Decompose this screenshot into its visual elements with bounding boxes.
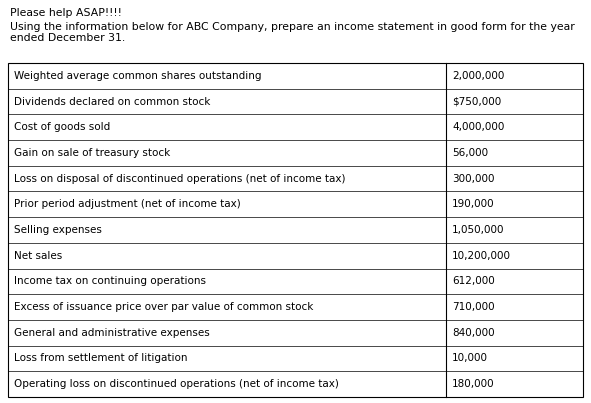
Text: 840,000: 840,000 xyxy=(452,328,495,338)
Text: 4,000,000: 4,000,000 xyxy=(452,122,504,132)
Text: Net sales: Net sales xyxy=(14,251,62,261)
Text: ended December 31.: ended December 31. xyxy=(10,33,125,43)
Text: 180,000: 180,000 xyxy=(452,379,495,389)
Text: Income tax on continuing operations: Income tax on continuing operations xyxy=(14,276,206,287)
Text: Cost of goods sold: Cost of goods sold xyxy=(14,122,111,132)
Text: 2,000,000: 2,000,000 xyxy=(452,71,504,81)
Text: $750,000: $750,000 xyxy=(452,97,501,106)
Text: 612,000: 612,000 xyxy=(452,276,495,287)
Text: Dividends declared on common stock: Dividends declared on common stock xyxy=(14,97,210,106)
Text: Loss from settlement of litigation: Loss from settlement of litigation xyxy=(14,353,187,364)
Text: Selling expenses: Selling expenses xyxy=(14,225,102,235)
Text: 1,050,000: 1,050,000 xyxy=(452,225,505,235)
Text: Loss on disposal of discontinued operations (net of income tax): Loss on disposal of discontinued operati… xyxy=(14,174,346,184)
Text: Using the information below for ABC Company, prepare an income statement in good: Using the information below for ABC Comp… xyxy=(10,22,575,32)
Text: 710,000: 710,000 xyxy=(452,302,495,312)
Text: Please help ASAP!!!!: Please help ASAP!!!! xyxy=(10,8,122,18)
Text: Operating loss on discontinued operations (net of income tax): Operating loss on discontinued operation… xyxy=(14,379,339,389)
Text: 10,200,000: 10,200,000 xyxy=(452,251,511,261)
Text: Gain on sale of treasury stock: Gain on sale of treasury stock xyxy=(14,148,170,158)
Text: 190,000: 190,000 xyxy=(452,199,495,209)
Text: 56,000: 56,000 xyxy=(452,148,488,158)
Text: General and administrative expenses: General and administrative expenses xyxy=(14,328,210,338)
Text: Prior period adjustment (net of income tax): Prior period adjustment (net of income t… xyxy=(14,199,241,209)
Text: 10,000: 10,000 xyxy=(452,353,488,364)
Bar xyxy=(8,63,583,397)
Text: Weighted average common shares outstanding: Weighted average common shares outstandi… xyxy=(14,71,261,81)
Text: Excess of issuance price over par value of common stock: Excess of issuance price over par value … xyxy=(14,302,313,312)
Text: 300,000: 300,000 xyxy=(452,174,495,184)
